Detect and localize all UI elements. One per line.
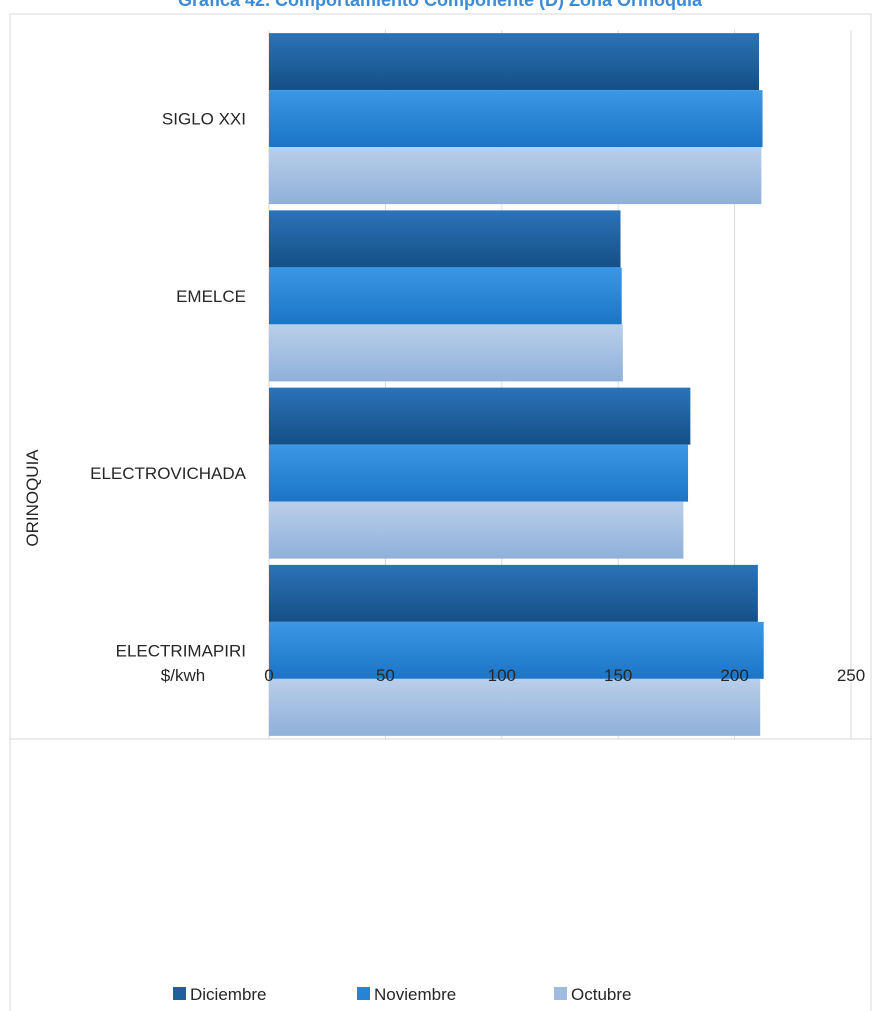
category-label: ELECTROVICHADA (90, 464, 247, 483)
bar-diciembre-emelce (269, 210, 621, 268)
bar-octubre-electrovichada (269, 501, 684, 559)
bar-diciembre-electrimapiri (269, 564, 758, 622)
legend-swatch-octubre (554, 987, 567, 1000)
category-label: ELECTRIMAPIRI (116, 641, 246, 660)
legend: Diciembre Noviembre Octubre (173, 985, 631, 1004)
bar-octubre-siglo-xxi (269, 147, 762, 205)
x-tick-labels: 0 50 100 150 200 250 (264, 666, 865, 685)
legend-label-diciembre: Diciembre (190, 985, 267, 1004)
x-tick-label: 50 (376, 666, 395, 685)
unit-label: $/kwh (161, 666, 205, 685)
x-tick-label: 250 (837, 666, 865, 685)
legend-label-octubre: Octubre (571, 985, 631, 1004)
bar-noviembre-siglo-xxi (269, 90, 763, 148)
bar-diciembre-electrovichada (269, 387, 691, 445)
bar-noviembre-electrimapiri (269, 621, 764, 679)
bar-noviembre-emelce (269, 267, 622, 325)
x-tick-label: 200 (720, 666, 748, 685)
x-tick-label: 150 (604, 666, 632, 685)
group-label: ORINOQUIA (23, 449, 42, 547)
legend-swatch-diciembre (173, 987, 186, 1000)
chart-title: Gráfica 42. Comportamiento Componente (D… (178, 0, 703, 10)
category-label: EMELCE (176, 287, 246, 306)
bar-octubre-electrimapiri (269, 678, 761, 736)
category-label: SIGLO XXI (162, 110, 246, 129)
category-labels: ELECTRIMAPIRI ELECTROVICHADA EMELCE SIGLO X… (90, 110, 247, 661)
legend-swatch-noviembre (357, 987, 370, 1000)
x-tick-label: 0 (264, 666, 273, 685)
legend-label-noviembre: Noviembre (374, 985, 456, 1004)
bar-noviembre-electrovichada (269, 444, 689, 502)
bar-diciembre-siglo-xxi (269, 33, 760, 91)
bar-octubre-emelce (269, 324, 623, 382)
x-tick-label: 100 (488, 666, 516, 685)
bars (269, 33, 764, 736)
